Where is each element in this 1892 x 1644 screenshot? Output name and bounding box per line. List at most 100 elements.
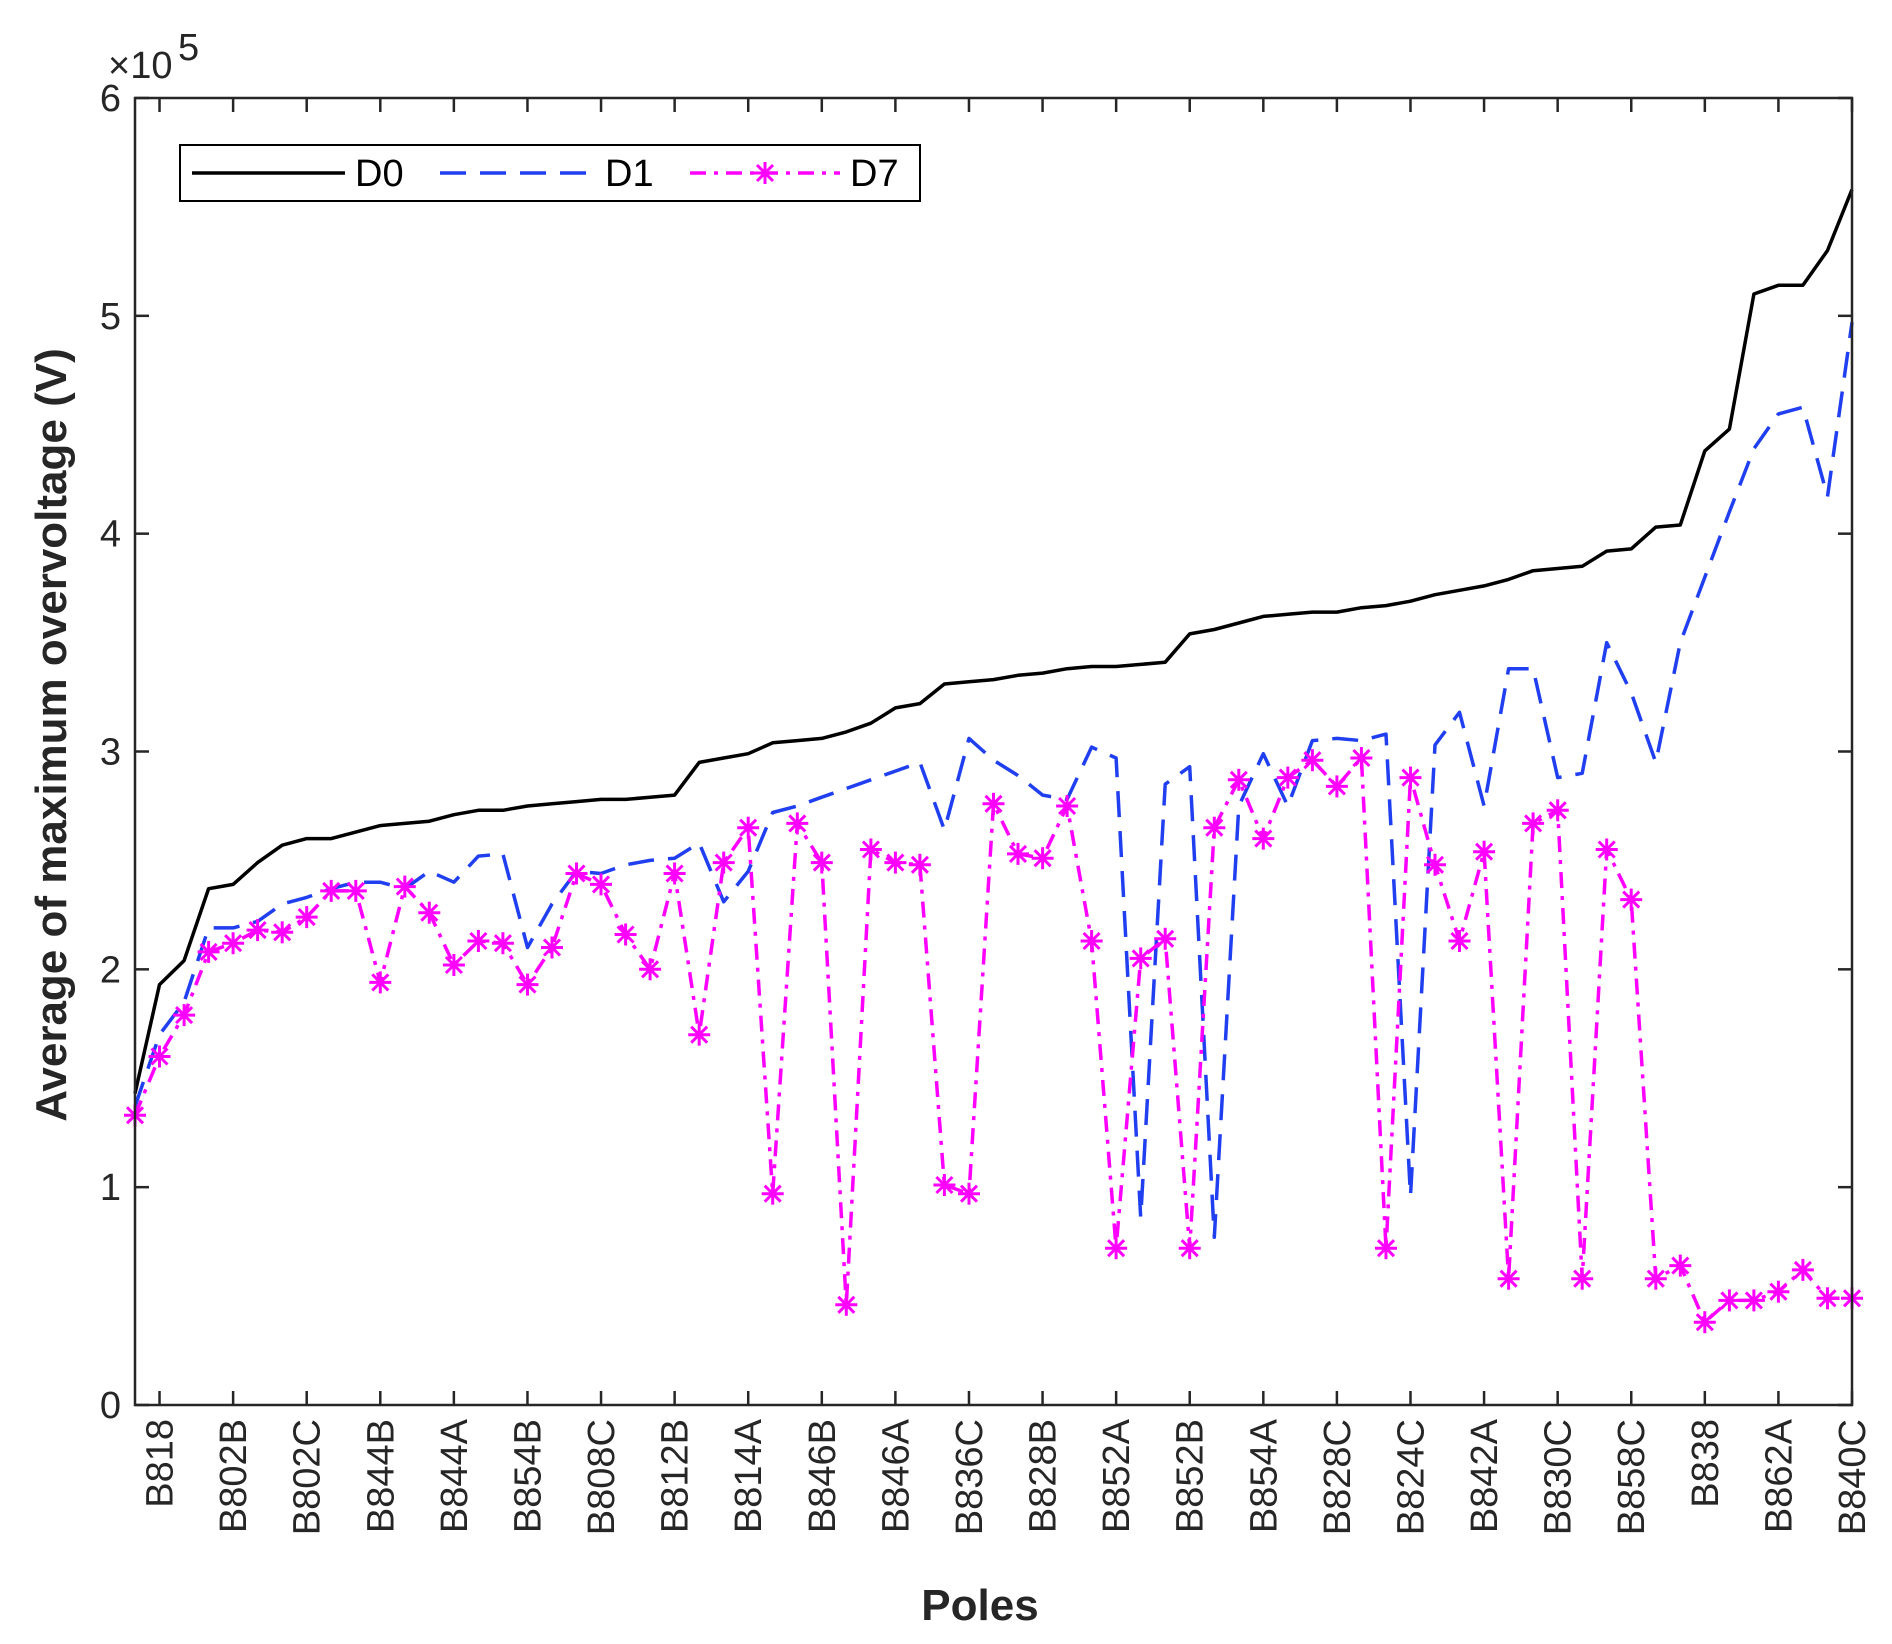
series-d7-point-47 xyxy=(1252,827,1275,850)
series-d7-point-17 xyxy=(516,973,539,996)
series-d7-point-18 xyxy=(541,936,563,959)
series-d7-point-57 xyxy=(1497,1267,1520,1290)
series-d7-point-32 xyxy=(884,851,907,874)
series-d7-point-55 xyxy=(1448,930,1471,952)
x-tick-label: B854B xyxy=(508,1419,550,1533)
series-d0-line xyxy=(133,188,1854,1094)
series-d7-point-53 xyxy=(1399,766,1422,789)
series-d7-point-8 xyxy=(295,906,318,929)
x-tick-label: B838 xyxy=(1685,1419,1727,1508)
series-d7-point-64 xyxy=(1669,1254,1692,1277)
series-d7-point-28 xyxy=(786,812,809,835)
legend: D0 D1 D7 xyxy=(179,144,921,202)
x-tick-label: B852A xyxy=(1096,1418,1138,1533)
axes-layer: 0 1 2 3 4 5 6 B818 B802B B802C B844B B844A B854B B808… xyxy=(100,78,1874,1535)
series-d7-point-38 xyxy=(1031,847,1054,870)
series-d7-point-22 xyxy=(639,958,662,981)
series-d7-point-11 xyxy=(369,971,392,994)
series-d7-point-67 xyxy=(1742,1289,1765,1312)
series-d7-point-29 xyxy=(810,851,833,874)
series-d7-point-37 xyxy=(1007,842,1029,865)
x-tick-label: B862A xyxy=(1758,1418,1800,1533)
series-d7-point-56 xyxy=(1473,840,1496,863)
series-d7-point-59 xyxy=(1546,799,1569,822)
legend-d7-label: D7 xyxy=(850,153,899,195)
series-d1-line xyxy=(133,322,1854,1240)
series-d7-point-42 xyxy=(1129,947,1152,970)
series-d7-point-19 xyxy=(565,862,588,885)
x-tick-label: B840C xyxy=(1832,1419,1874,1535)
x-tick-label: B842A xyxy=(1464,1418,1506,1533)
y-tick-label: 6 xyxy=(100,78,121,120)
series-d7-point-54 xyxy=(1424,853,1446,876)
series-d7-point-13 xyxy=(418,901,441,924)
x-axis-title: Poles xyxy=(921,1581,1038,1630)
series-d7-point-5 xyxy=(222,932,245,955)
series-d7-point-2 xyxy=(148,1045,171,1068)
x-tick-label: B854A xyxy=(1243,1418,1285,1533)
series-d7-point-39 xyxy=(1056,795,1079,817)
y-tick-label: 4 xyxy=(100,514,121,556)
series-d7-point-43 xyxy=(1154,927,1177,950)
series-d7-point-44 xyxy=(1178,1237,1201,1260)
legend-d7-marker xyxy=(754,162,776,184)
series-d7-point-50 xyxy=(1325,775,1348,798)
series-d7-point-15 xyxy=(467,930,490,952)
x-tick-label: B818 xyxy=(140,1419,182,1508)
x-tick-label: B852B xyxy=(1170,1419,1212,1533)
series-d7-point-7 xyxy=(271,921,294,944)
x-tick-label: B830C xyxy=(1538,1419,1580,1535)
series-d7-point-4 xyxy=(197,940,220,963)
series-d7-point-24 xyxy=(688,1023,711,1046)
series-d7-line xyxy=(133,756,1852,1324)
series-d7-point-41 xyxy=(1105,1237,1128,1260)
x-tick-label: B828B xyxy=(1023,1419,1065,1533)
series-d7-point-49 xyxy=(1301,749,1324,772)
series-d7-point-25 xyxy=(712,851,735,874)
x-tick-label: B814A xyxy=(728,1418,770,1533)
series-d7-point-58 xyxy=(1522,812,1545,835)
plot-frame-bg xyxy=(135,98,1852,1405)
series-d7-point-45 xyxy=(1203,816,1226,839)
y-exponent-label: ×10 xyxy=(108,45,172,87)
y-tick-label: 1 xyxy=(100,1167,121,1209)
x-tick-label: B802C xyxy=(287,1419,329,1535)
x-tick-label: B808C xyxy=(581,1419,623,1535)
series-d7-point-52 xyxy=(1375,1237,1397,1260)
series-d7-point-3 xyxy=(173,1004,196,1027)
x-tick-label: B844B xyxy=(360,1419,402,1533)
series-d7-point-60 xyxy=(1571,1267,1594,1290)
series-d7-point-31 xyxy=(859,838,882,861)
series-d7-point-61 xyxy=(1595,838,1618,861)
x-tick-label: B844A xyxy=(434,1418,476,1533)
x-tick-label: B836C xyxy=(949,1419,991,1535)
legend-d0-label: D0 xyxy=(355,153,404,195)
series-d7-point-12 xyxy=(393,875,416,898)
plot-area xyxy=(135,98,1852,1405)
series-d7-point-14 xyxy=(442,954,465,976)
y-tick-label: 2 xyxy=(100,949,121,991)
series-d7-point-21 xyxy=(614,923,637,946)
series-d7-point-69 xyxy=(1791,1258,1814,1281)
y-axis-title: Average of maximum overvoltage (V) xyxy=(27,348,76,1122)
x-tick-label: B802B xyxy=(213,1419,255,1533)
series-d7-point-63 xyxy=(1644,1267,1667,1290)
series-d7-point-16 xyxy=(491,932,514,955)
x-tick-label: B846B xyxy=(802,1419,844,1533)
x-tick-label: B828C xyxy=(1317,1419,1359,1535)
y-exponent-power: 5 xyxy=(178,27,199,69)
series-d7-point-30 xyxy=(835,1293,858,1316)
series-d7-point-26 xyxy=(737,816,760,839)
series-d7-point-6 xyxy=(246,919,269,942)
series-layer xyxy=(124,188,1863,1334)
series-d7-point-27 xyxy=(761,1182,784,1205)
x-tick-label: B824C xyxy=(1391,1419,1433,1535)
series-d7-point-10 xyxy=(344,879,367,902)
series-d7-point-20 xyxy=(590,873,612,896)
series-d7-point-65 xyxy=(1693,1311,1716,1334)
series-d7-point-68 xyxy=(1767,1280,1790,1303)
series-d7-point-51 xyxy=(1350,747,1373,769)
series-d7-point-23 xyxy=(663,862,686,885)
series-d7-point-36 xyxy=(982,792,1005,815)
